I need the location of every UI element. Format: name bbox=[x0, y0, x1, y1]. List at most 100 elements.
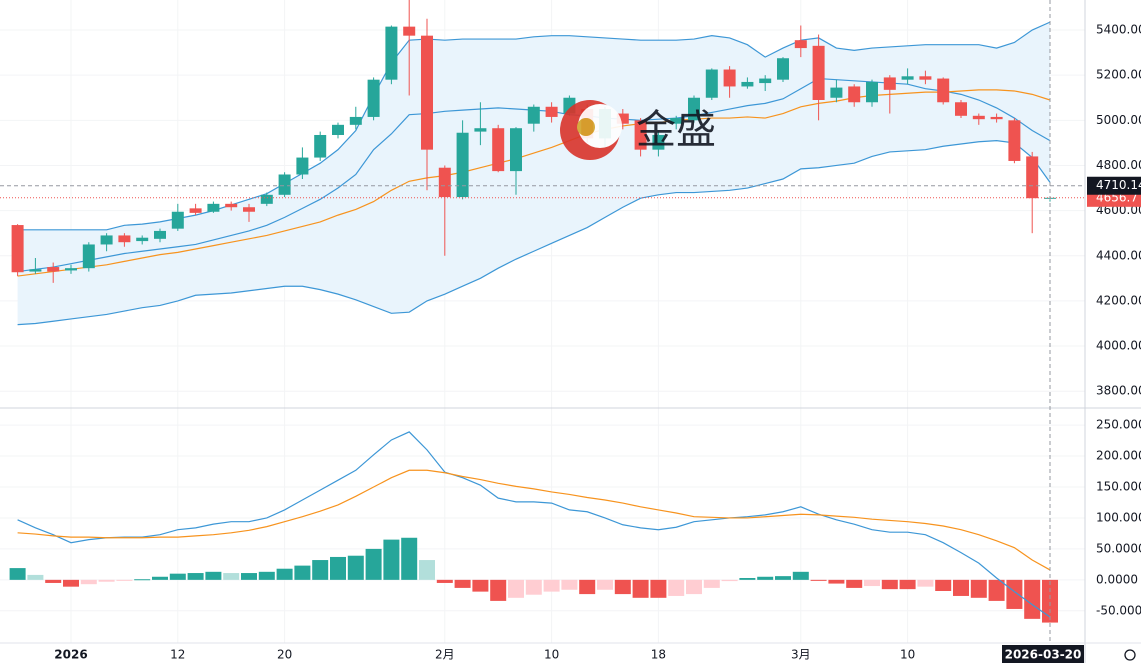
candle-body bbox=[848, 86, 861, 103]
candle-body bbox=[866, 81, 878, 103]
histogram-bar bbox=[98, 579, 115, 582]
candle-body bbox=[830, 87, 843, 98]
bollinger-band bbox=[17, 22, 1051, 325]
candle-body bbox=[919, 76, 932, 80]
histogram-bar bbox=[294, 565, 311, 580]
candle-body bbox=[937, 78, 950, 103]
histogram-bar bbox=[525, 579, 542, 595]
histogram-bar bbox=[187, 573, 204, 580]
histogram-bar bbox=[935, 579, 952, 591]
histogram-bar bbox=[775, 576, 791, 580]
histogram-bar bbox=[970, 579, 987, 598]
histogram-bar bbox=[9, 568, 26, 580]
histogram-bar bbox=[846, 579, 863, 588]
x-tick-label: 12 bbox=[170, 648, 185, 662]
candle-body bbox=[545, 106, 558, 117]
x-tick-label: 10 bbox=[544, 648, 559, 662]
y-tick-label: 3800.00 bbox=[1096, 384, 1141, 398]
candle-body bbox=[883, 77, 896, 90]
histogram-bar bbox=[632, 579, 649, 598]
candle-body bbox=[314, 134, 327, 158]
candle-body bbox=[367, 79, 380, 117]
y-tick-label: 4400.00 bbox=[1096, 248, 1141, 262]
candle-body bbox=[82, 244, 95, 269]
x-tick-label: 20 bbox=[277, 648, 292, 662]
candle-body bbox=[456, 132, 469, 198]
candle-body bbox=[260, 194, 273, 204]
histogram-bar bbox=[383, 539, 400, 580]
histogram-bar bbox=[721, 579, 738, 582]
candle-body bbox=[723, 69, 736, 87]
histogram-bar bbox=[312, 560, 329, 580]
candle-body bbox=[189, 208, 202, 213]
histogram-bar bbox=[543, 579, 560, 592]
candle-body bbox=[1008, 120, 1021, 161]
histogram-bar bbox=[650, 579, 667, 598]
histogram-bar bbox=[757, 576, 774, 580]
histogram-bar bbox=[792, 571, 809, 580]
histogram-bar bbox=[1024, 579, 1041, 619]
histogram-bar bbox=[436, 579, 453, 583]
histogram-bar bbox=[169, 573, 186, 580]
y-tick-label: 5400.00 bbox=[1096, 23, 1141, 37]
histogram-bar bbox=[579, 579, 596, 595]
candle-body bbox=[705, 69, 718, 98]
candle-body bbox=[812, 45, 825, 101]
candle-body bbox=[955, 102, 967, 116]
histogram-bar bbox=[597, 579, 613, 590]
histogram-bar bbox=[1006, 579, 1023, 609]
histogram-bar bbox=[508, 579, 524, 598]
watermark: 金盛 bbox=[560, 100, 716, 160]
candle-body bbox=[741, 81, 754, 87]
y-tick-label: 100.000 bbox=[1096, 510, 1141, 524]
histogram-bar bbox=[917, 579, 934, 587]
crosshair-date: 2026-03-20 bbox=[1005, 648, 1082, 662]
crosshair-box bbox=[1087, 176, 1141, 195]
candle-body bbox=[385, 26, 398, 80]
macd-line bbox=[17, 431, 1051, 618]
histogram-bar bbox=[864, 579, 880, 587]
settings-icon[interactable] bbox=[1124, 649, 1136, 661]
x-tick-label: 2月 bbox=[435, 648, 455, 662]
candle-body bbox=[474, 128, 487, 132]
histogram-bar bbox=[347, 555, 364, 580]
candle-body bbox=[510, 128, 522, 172]
x-tick-label: 3月 bbox=[791, 648, 811, 662]
candle-body bbox=[65, 268, 77, 271]
x-tick-label: 10 bbox=[900, 648, 915, 662]
candle-body bbox=[47, 267, 60, 272]
histogram-bar bbox=[686, 579, 702, 595]
y-tick-label: 4800.00 bbox=[1096, 158, 1141, 172]
logo-cut bbox=[578, 104, 622, 148]
histogram-bar bbox=[561, 579, 578, 590]
candle-body bbox=[11, 225, 24, 273]
candle-body bbox=[136, 237, 149, 242]
y-tick-label: 4200.00 bbox=[1096, 293, 1141, 307]
y-tick-label: 4000.00 bbox=[1096, 339, 1141, 353]
histogram-bar bbox=[152, 576, 168, 580]
histogram-bar bbox=[953, 579, 969, 596]
candle-body bbox=[1026, 156, 1039, 199]
candle-body bbox=[777, 58, 789, 80]
y-tick-label: 5000.00 bbox=[1096, 113, 1141, 127]
candle-body bbox=[332, 124, 344, 135]
candle-body bbox=[438, 167, 451, 198]
histogram-bar bbox=[27, 574, 44, 580]
logo-dot bbox=[577, 118, 595, 136]
histogram-bar bbox=[276, 568, 293, 580]
candle-body bbox=[990, 116, 1003, 120]
histogram-bar bbox=[899, 579, 916, 590]
candle-body bbox=[972, 115, 985, 120]
bollinger-line bbox=[17, 21, 1051, 231]
candle-body bbox=[421, 35, 433, 150]
histogram-bar bbox=[490, 579, 507, 601]
histogram-bar bbox=[454, 579, 471, 588]
histogram-bar bbox=[419, 560, 435, 580]
candle-body bbox=[243, 207, 255, 212]
watermark-text: 金盛 bbox=[636, 107, 716, 153]
candle-body bbox=[901, 76, 914, 80]
x-tick-label: 18 bbox=[651, 648, 666, 662]
histogram-bar bbox=[401, 537, 418, 580]
histogram-bar bbox=[828, 579, 845, 584]
